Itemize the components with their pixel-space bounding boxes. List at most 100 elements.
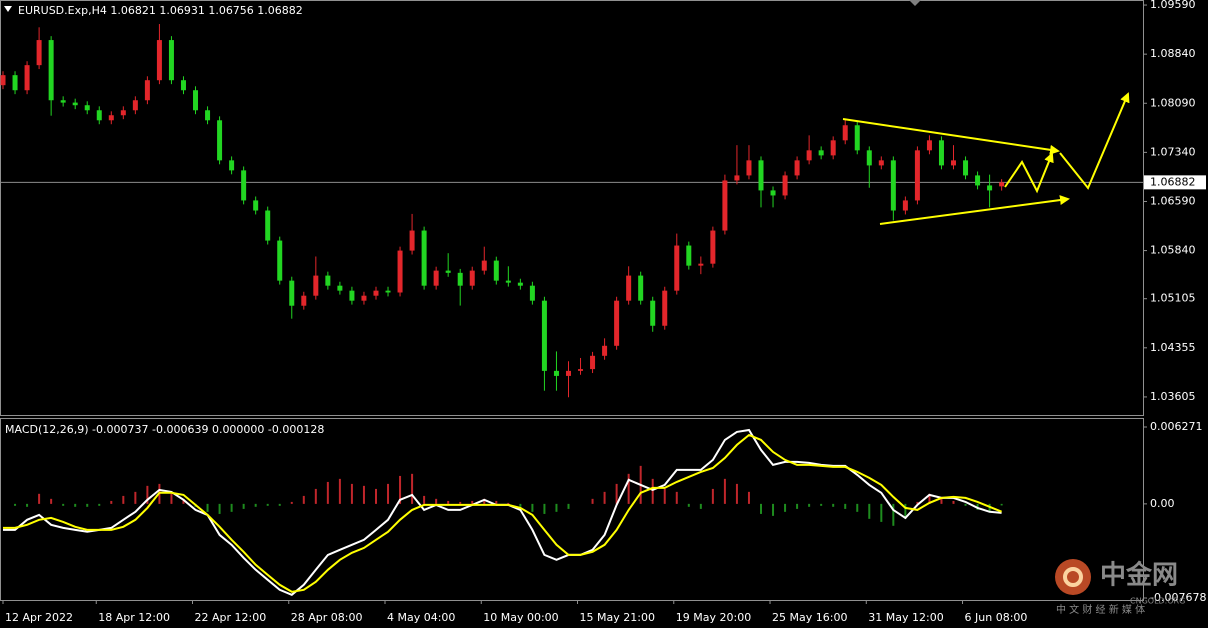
candle-body bbox=[144, 80, 150, 101]
y-tick-label: 1.09590 bbox=[1150, 0, 1196, 11]
candle-body bbox=[770, 190, 776, 196]
x-tick-label: 6 Jun 08:00 bbox=[965, 611, 1028, 624]
y-tick-label: 0.006271 bbox=[1150, 420, 1203, 433]
x-tick-label: 19 May 20:00 bbox=[676, 611, 751, 624]
candle-body bbox=[337, 285, 343, 291]
current-price-box bbox=[1144, 175, 1206, 190]
main-pane-border bbox=[0, 0, 1144, 416]
candle-body bbox=[385, 290, 391, 293]
candle-body bbox=[421, 230, 427, 286]
candle-body bbox=[241, 170, 247, 201]
support-line bbox=[879, 195, 1070, 225]
candle-body bbox=[938, 140, 944, 166]
candle-body bbox=[36, 40, 42, 66]
candle-body bbox=[987, 185, 993, 191]
y-tick-label: 1.08090 bbox=[1150, 96, 1196, 109]
candle-body bbox=[914, 150, 920, 201]
candle-body bbox=[180, 80, 186, 91]
y-tick-label: -0.007678 bbox=[1150, 591, 1206, 604]
candle-body bbox=[854, 125, 860, 151]
candle-body bbox=[84, 105, 90, 111]
candle-body bbox=[758, 160, 764, 191]
candle-body bbox=[433, 270, 439, 286]
candle-body bbox=[265, 210, 271, 241]
candle-body bbox=[553, 370, 559, 376]
macd-line bbox=[3, 433, 1002, 593]
candle-body bbox=[866, 150, 872, 166]
path-arrow bbox=[1004, 152, 1054, 194]
candle-body bbox=[60, 100, 66, 103]
y-tick-label: 1.08840 bbox=[1150, 47, 1196, 60]
watermark-name: 中金网 bbox=[1100, 560, 1178, 591]
watermark: 中金网 CNGOLD.ORG 中 文 财 经 新 媒 体 bbox=[1055, 559, 1185, 616]
candle-body bbox=[710, 230, 716, 264]
candle-body bbox=[12, 75, 18, 91]
candle-body bbox=[614, 300, 620, 346]
current-price-label: 1.06882 bbox=[1150, 175, 1196, 188]
candle-body bbox=[890, 160, 896, 211]
y-tick-label: 1.07340 bbox=[1150, 145, 1196, 158]
candle-body bbox=[445, 270, 451, 273]
candle-body bbox=[590, 355, 596, 370]
candle-body bbox=[277, 240, 283, 281]
candle-body bbox=[541, 300, 547, 371]
y-tick-label: 1.03605 bbox=[1150, 390, 1196, 403]
candle-body bbox=[493, 260, 499, 281]
candle-body bbox=[650, 300, 656, 326]
candle-body bbox=[229, 160, 235, 171]
collapse-icon[interactable] bbox=[4, 6, 12, 12]
candle-body bbox=[926, 140, 932, 151]
x-tick-label: 10 May 00:00 bbox=[483, 611, 558, 624]
candle-body bbox=[205, 110, 211, 121]
candle-body bbox=[975, 175, 981, 186]
watermark-site: CNGOLD.ORG bbox=[1130, 597, 1185, 606]
candle-body bbox=[951, 160, 957, 166]
candle-body bbox=[818, 150, 824, 156]
candle-body bbox=[734, 175, 740, 181]
candle-body bbox=[301, 295, 307, 306]
candle-body bbox=[794, 160, 800, 176]
candle-body bbox=[902, 200, 908, 211]
candle-body bbox=[289, 280, 295, 306]
candle-body bbox=[373, 290, 379, 296]
x-tick-label: 4 May 04:00 bbox=[387, 611, 455, 624]
main-title: EURUSD.Exp,H4 1.06821 1.06931 1.06756 1.… bbox=[18, 4, 303, 17]
candle-body bbox=[722, 180, 728, 231]
shift-marker[interactable] bbox=[909, 0, 921, 6]
candle-body bbox=[746, 160, 752, 176]
candle-body bbox=[313, 275, 319, 296]
candle-body bbox=[132, 100, 138, 111]
candle-body bbox=[481, 260, 487, 271]
candle-body bbox=[0, 75, 6, 86]
candle-body bbox=[517, 282, 523, 286]
y-tick-label: 1.05105 bbox=[1150, 292, 1196, 305]
x-tick-label: 28 Apr 08:00 bbox=[291, 611, 363, 624]
macd-pane-border bbox=[0, 418, 1144, 601]
candle-body bbox=[698, 263, 704, 266]
x-tick-label: 15 May 21:00 bbox=[580, 611, 655, 624]
candle-body bbox=[686, 245, 692, 266]
x-tick-label: 18 Apr 12:00 bbox=[98, 611, 170, 624]
x-tick-label: 25 May 16:00 bbox=[772, 611, 847, 624]
y-tick-label: 0.00 bbox=[1150, 497, 1175, 510]
candle-body bbox=[120, 110, 126, 116]
candle-body bbox=[72, 102, 78, 106]
candle-body bbox=[505, 280, 511, 283]
candle-body bbox=[578, 369, 584, 371]
candle-body bbox=[108, 115, 114, 121]
candle-body bbox=[565, 370, 571, 376]
candle-body bbox=[457, 272, 463, 286]
candle-body bbox=[529, 285, 535, 301]
candle-body bbox=[830, 140, 836, 156]
y-tick-label: 1.06590 bbox=[1150, 194, 1196, 207]
candle-body bbox=[878, 160, 884, 166]
candle-body bbox=[626, 275, 632, 301]
candle-body bbox=[397, 250, 403, 293]
candle-body bbox=[602, 345, 608, 356]
candle-body bbox=[963, 160, 969, 176]
candle-body bbox=[48, 40, 54, 101]
annotations bbox=[842, 92, 1130, 225]
candle-body bbox=[217, 120, 223, 161]
